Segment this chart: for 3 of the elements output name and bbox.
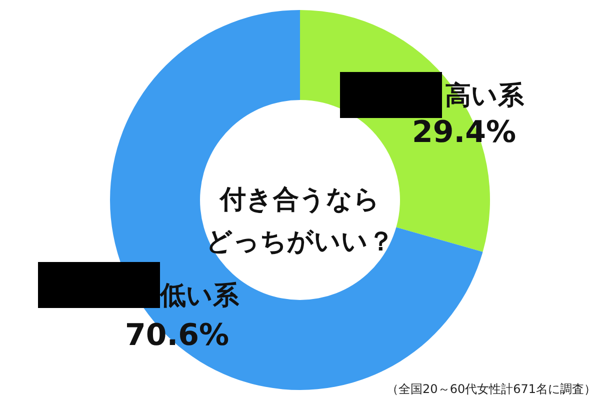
slice-label: 低い系 [159,281,240,311]
text: （全国20～60代女性計671名に調査） [386,382,596,396]
text: 付き合うならどっちがいい？ [206,185,394,257]
